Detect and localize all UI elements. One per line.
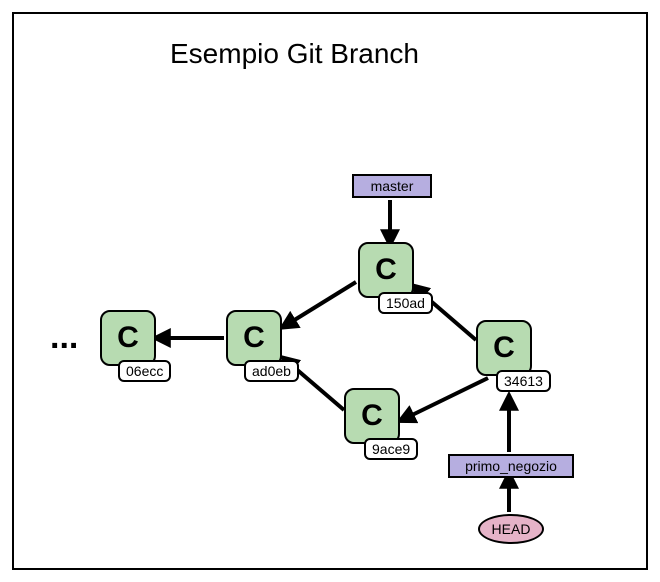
commit-node-ad0eb: C: [226, 310, 282, 366]
commit-hash-150ad: 150ad: [378, 292, 433, 314]
history-ellipsis: ...: [50, 318, 78, 357]
commit-letter: C: [361, 399, 383, 433]
commit-hash-34613: 34613: [496, 370, 551, 392]
commit-hash-06ecc: 06ecc: [118, 360, 171, 382]
branch-label-master: master: [352, 174, 432, 198]
branch-label-primo_negozio: primo_negozio: [448, 454, 574, 478]
commit-letter: C: [117, 321, 139, 355]
diagram-frame: [12, 12, 648, 570]
commit-hash-ad0eb: ad0eb: [244, 360, 299, 382]
commit-letter: C: [493, 331, 515, 365]
commit-node-06ecc: C: [100, 310, 156, 366]
diagram-title: Esempio Git Branch: [170, 38, 419, 70]
commit-letter: C: [243, 321, 265, 355]
commit-node-150ad: C: [358, 242, 414, 298]
commit-node-9ace9: C: [344, 388, 400, 444]
head-pointer: HEAD: [478, 514, 544, 544]
commit-hash-9ace9: 9ace9: [364, 438, 418, 460]
commit-node-34613: C: [476, 320, 532, 376]
commit-letter: C: [375, 253, 397, 287]
